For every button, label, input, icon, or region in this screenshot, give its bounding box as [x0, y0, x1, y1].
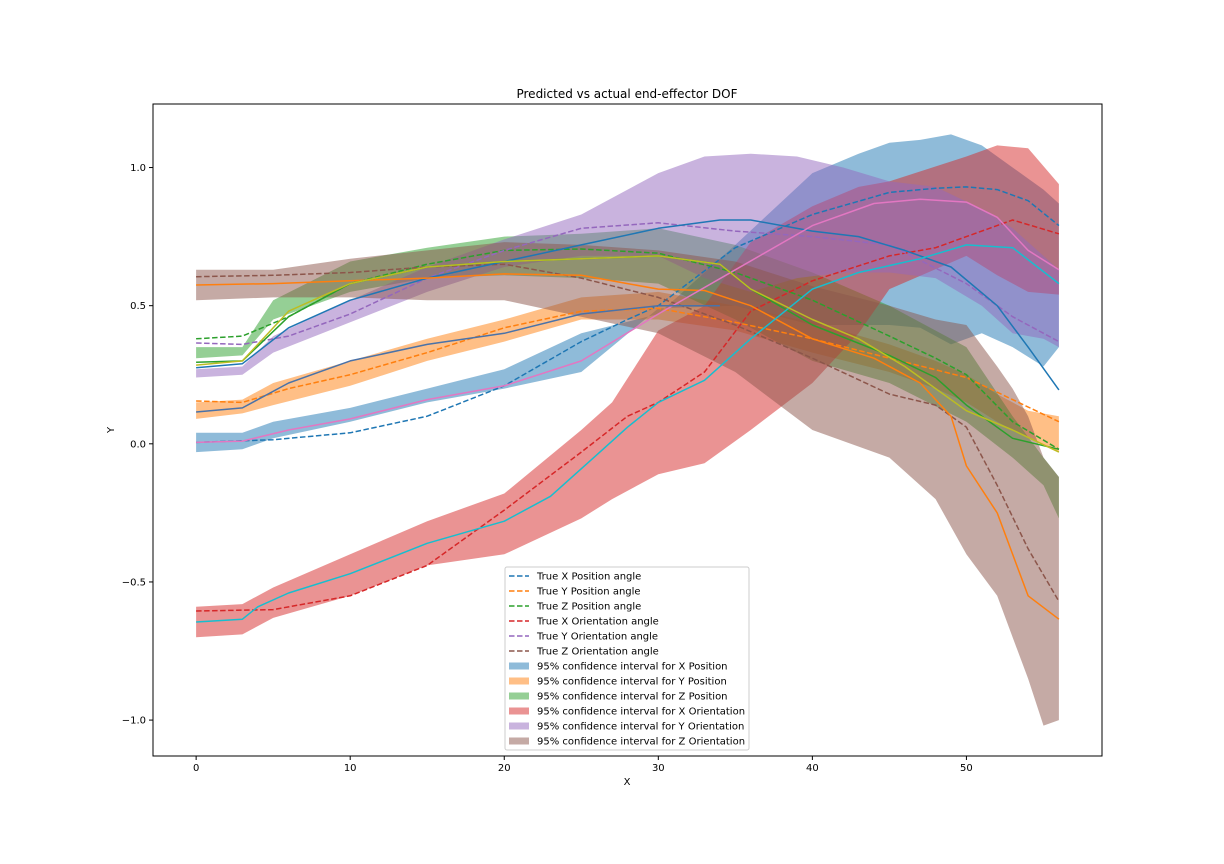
- legend-label: True X Position angle: [536, 572, 641, 583]
- x-axis-label: X: [624, 777, 631, 788]
- legend-patch-swatch: [509, 662, 529, 670]
- true-series-line-3: [196, 219, 1060, 612]
- predicted-series-line-10: [196, 198, 1060, 444]
- legend-label: True X Orientation angle: [536, 617, 659, 628]
- legend-label: True Z Orientation angle: [536, 647, 659, 658]
- x-tick-label: 0: [193, 763, 199, 774]
- predicted-series-line-9: [196, 244, 1060, 623]
- legend-label: True Y Orientation angle: [536, 632, 658, 643]
- true-series-line-5: [196, 263, 1060, 602]
- legend-label: 95% confidence interval for Y Position: [537, 677, 727, 688]
- confidence-band-4: [196, 153, 1059, 378]
- legend-label: 95% confidence interval for X Position: [537, 662, 728, 673]
- true-series-line-4: [196, 222, 1060, 346]
- legend-patch-swatch: [509, 722, 529, 730]
- y-tick-label: −1.0: [122, 716, 146, 727]
- legend-patch-swatch: [509, 737, 529, 745]
- confidence-band-5: [196, 242, 1059, 726]
- y-axis-label: Y: [106, 426, 117, 434]
- x-axis-ticks: 0 10 20 30 40 50: [193, 756, 973, 774]
- y-tick-label: −0.5: [122, 577, 146, 588]
- y-tick-label: 0.0: [130, 439, 146, 450]
- legend-label: True Z Position angle: [536, 602, 641, 613]
- true-series-line-0: [196, 186, 1060, 444]
- legend-patch-swatch: [509, 692, 529, 700]
- series-lines: [196, 186, 1060, 623]
- x-tick-label: 40: [806, 763, 819, 774]
- legend-label: 95% confidence interval for X Orientatio…: [537, 707, 745, 718]
- x-tick-label: 20: [498, 763, 511, 774]
- legend-label: 95% confidence interval for Z Orientatio…: [537, 737, 745, 748]
- x-tick-label: 10: [344, 763, 357, 774]
- y-axis-ticks: −1.0 −0.5 0.0 0.5 1.0: [122, 163, 153, 727]
- legend: True X Position angle True Y Position ang…: [504, 566, 750, 751]
- predicted-series-line-11: [196, 255, 1060, 453]
- legend-patch-swatch: [509, 707, 529, 715]
- legend-label: True Y Position angle: [536, 587, 641, 598]
- legend-label: 95% confidence interval for Y Orientatio…: [537, 722, 744, 733]
- legend-patch-swatch: [509, 677, 529, 685]
- legend-label: 95% confidence interval for Z Position: [537, 692, 728, 703]
- x-tick-label: 30: [652, 763, 665, 774]
- x-tick-label: 50: [960, 763, 973, 774]
- chart-title: Predicted vs actual end-effector DOF: [516, 87, 737, 101]
- predicted-series-line-7: [196, 273, 1060, 620]
- y-tick-label: 1.0: [130, 163, 146, 174]
- predicted-series-line-12: [196, 304, 720, 413]
- legend-box: [504, 566, 750, 751]
- y-tick-label: 0.5: [130, 301, 146, 312]
- plot-frame: [152, 103, 1103, 757]
- predicted-series-line-6: [196, 219, 1060, 391]
